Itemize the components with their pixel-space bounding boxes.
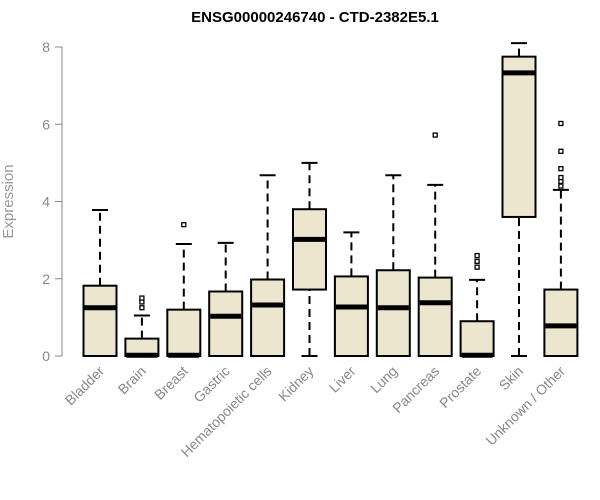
iqr-box xyxy=(417,276,453,357)
y-tick-label: 6 xyxy=(42,116,50,132)
box-hematopoietic-cells xyxy=(250,174,286,357)
box-series xyxy=(82,42,579,358)
y-axis: 0 2 4 6 8 xyxy=(42,39,63,364)
x-tick-label: Skin xyxy=(496,363,527,394)
iqr-box xyxy=(292,208,327,291)
iqr-box xyxy=(250,278,286,357)
x-tick-label: Breast xyxy=(151,363,191,403)
outlier-point xyxy=(558,174,564,181)
outlier-point xyxy=(139,305,145,311)
outlier-point xyxy=(558,183,564,189)
x-tick-label: Liver xyxy=(326,363,359,396)
y-tick-label: 4 xyxy=(42,194,50,210)
outlier-point xyxy=(139,295,145,301)
box-pancreas xyxy=(417,132,453,357)
x-tick-label: Prostate xyxy=(436,363,484,411)
box-liver xyxy=(333,231,369,357)
outlier-point xyxy=(558,120,564,127)
box-bladder xyxy=(82,208,118,358)
chart-title: ENSG00000246740 - CTD-2382E5.1 xyxy=(191,9,439,26)
box-prostate xyxy=(459,252,495,358)
box-kidney xyxy=(292,161,327,357)
iqr-box xyxy=(459,320,495,357)
outlier-point xyxy=(474,252,480,259)
x-tick-label: Pancreas xyxy=(389,363,442,416)
y-tick-label: 2 xyxy=(42,271,50,287)
outlier-point xyxy=(474,264,480,270)
box-brain xyxy=(124,295,160,358)
box-unknown-other xyxy=(543,120,579,357)
y-axis-label: Expression xyxy=(0,164,17,238)
iqr-box xyxy=(501,55,537,218)
outlier-point xyxy=(432,132,438,138)
x-tick-label: Kidney xyxy=(275,363,317,405)
y-tick-label: 0 xyxy=(42,348,50,364)
outlier-point xyxy=(558,148,564,154)
outlier-point xyxy=(474,258,480,265)
x-tick-label: Bladder xyxy=(62,363,108,409)
outlier-point xyxy=(181,222,187,228)
iqr-box xyxy=(82,284,118,358)
box-breast xyxy=(166,222,202,358)
box-gastric xyxy=(208,241,244,357)
iqr-box xyxy=(166,308,202,357)
iqr-box xyxy=(543,288,579,357)
y-tick-label: 8 xyxy=(42,39,50,55)
iqr-box xyxy=(208,290,244,357)
box-skin xyxy=(501,42,537,357)
box-lung xyxy=(375,174,411,357)
x-tick-label: Lung xyxy=(367,363,400,396)
iqr-box xyxy=(375,269,411,357)
x-tick-label: Unknown / Other xyxy=(482,363,568,449)
x-tick-label: Brain xyxy=(115,363,149,397)
iqr-box xyxy=(333,275,369,357)
outlier-point xyxy=(558,166,564,172)
